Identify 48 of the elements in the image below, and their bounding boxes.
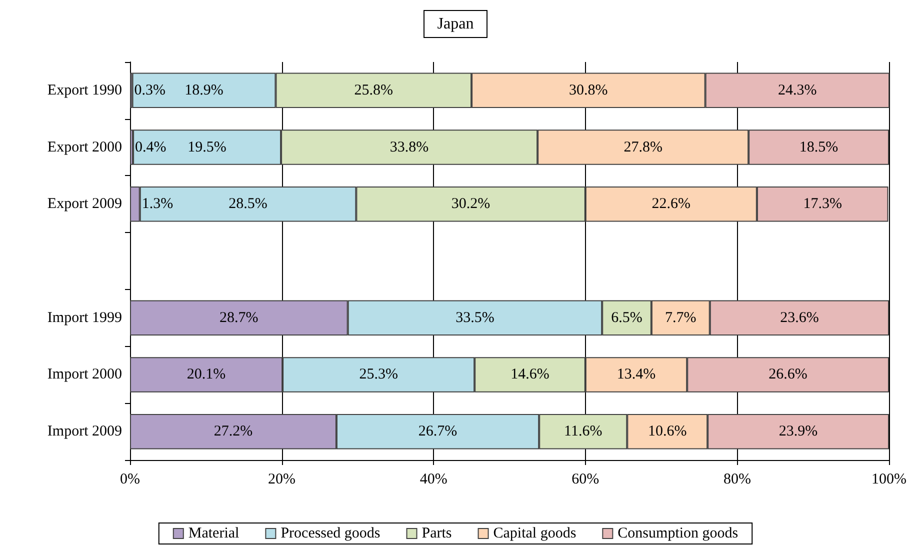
data-label: 27.8% <box>624 139 662 156</box>
data-label: 25.8% <box>354 82 394 98</box>
data-label: 33.5% <box>456 310 494 326</box>
x-tick-label: 0% <box>120 472 140 488</box>
data-label: 28.7% <box>220 310 258 326</box>
data-label: 7.7% <box>665 310 696 326</box>
data-label: 19.5% <box>188 139 226 156</box>
x-tick-label: 60% <box>572 472 600 488</box>
y-tick-label: Import 2009 <box>47 424 122 440</box>
legend-label: Capital goods <box>493 526 576 542</box>
y-tick-label: Import 2000 <box>47 366 122 383</box>
y-tick-label: Export 1990 <box>47 82 122 98</box>
data-label: 28.5% <box>228 196 268 212</box>
data-label: 33.8% <box>390 139 429 156</box>
x-tick-label: 20% <box>268 472 296 488</box>
y-tick-label: Export 2009 <box>47 196 122 212</box>
data-label: 22.6% <box>652 196 691 212</box>
data-label: 18.9% <box>184 82 224 98</box>
legend-label: Processed goods <box>280 526 380 542</box>
data-label: 18.5% <box>799 139 838 156</box>
data-label: 1.3% <box>142 196 174 212</box>
data-label: 6.5% <box>611 310 642 326</box>
x-tick-label: 40% <box>420 472 448 488</box>
data-label: 25.3% <box>359 366 398 383</box>
chart-title: Japan <box>437 16 474 32</box>
data-label: 26.7% <box>418 424 458 440</box>
data-label: 17.3% <box>803 196 842 212</box>
data-label: 11.6% <box>564 424 602 440</box>
data-label: 23.9% <box>778 424 818 440</box>
legend-label: Consumption goods <box>618 526 738 542</box>
data-label: 10.6% <box>648 424 687 440</box>
data-label: 13.4% <box>616 366 656 383</box>
x-tick-label: 100% <box>872 472 906 488</box>
legend-label: Parts <box>422 526 452 542</box>
data-label: 27.2% <box>214 424 253 440</box>
data-label: 26.6% <box>768 366 808 383</box>
data-label: 30.2% <box>451 196 490 212</box>
data-label: 30.8% <box>569 82 608 98</box>
y-tick-label: Export 2000 <box>47 139 122 156</box>
data-label: 23.6% <box>780 310 819 326</box>
data-label: 24.3% <box>778 82 817 98</box>
x-tick-label: 80% <box>723 472 751 488</box>
data-label: 0.3% <box>134 82 166 98</box>
data-label: 14.6% <box>510 366 550 383</box>
legend-label: Material <box>188 526 240 542</box>
y-tick-label: Import 1999 <box>47 310 122 326</box>
data-label: 20.1% <box>186 366 226 383</box>
data-label: 0.4% <box>135 139 166 156</box>
